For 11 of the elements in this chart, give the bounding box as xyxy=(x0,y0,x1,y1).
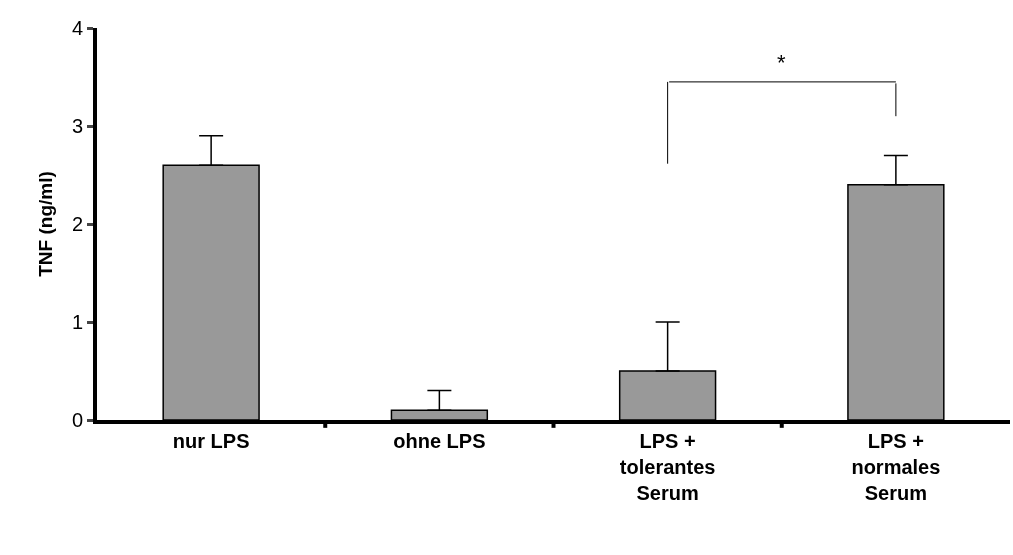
x-tick-label: LPS + normales Serum xyxy=(851,430,941,504)
annotation: * xyxy=(777,50,786,75)
y-tick-label: 1 xyxy=(71,311,83,333)
y-tick-label: 4 xyxy=(71,17,83,39)
x-tick-label: nur LPS xyxy=(172,430,250,452)
y-tick-label: 2 xyxy=(71,213,83,235)
x-tick-label: ohne LPS xyxy=(393,430,486,452)
y-tick-label: 3 xyxy=(71,115,83,137)
x-tick-label: LPS + tolerantes Serum xyxy=(619,430,716,504)
y-axis-title: TNF (ng/ml) xyxy=(35,171,57,277)
y-tick-label: 0 xyxy=(71,409,83,431)
